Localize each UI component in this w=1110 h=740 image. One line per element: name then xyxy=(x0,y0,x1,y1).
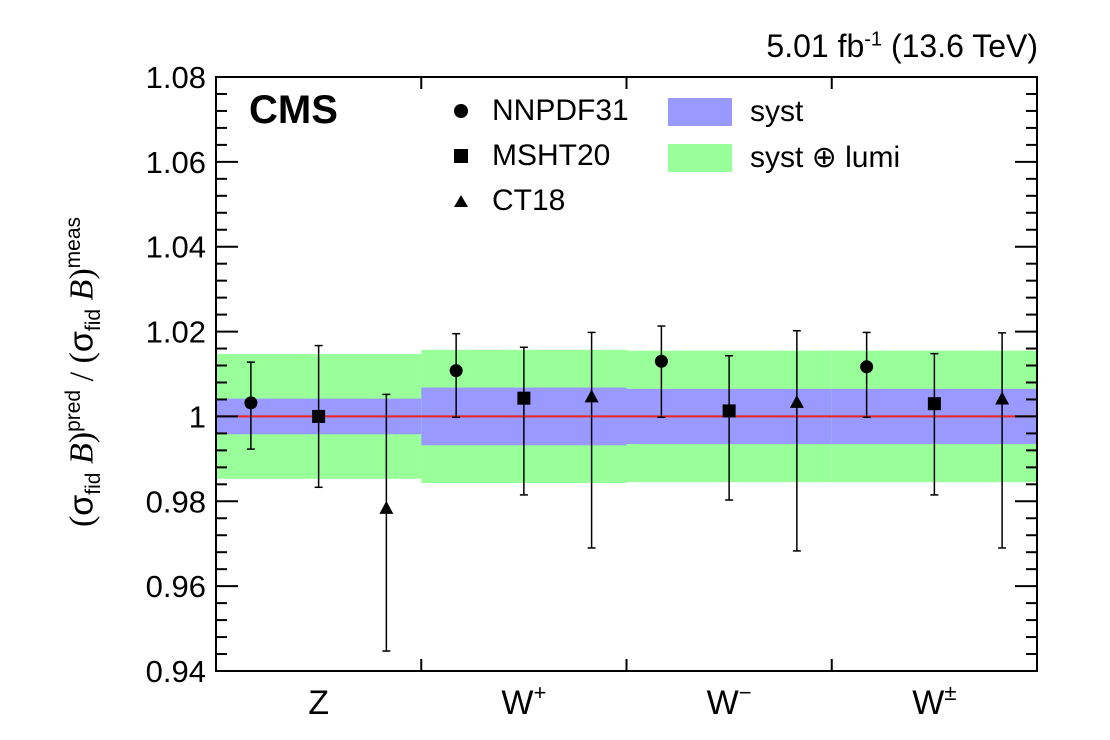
y-tick-label: 0.98 xyxy=(146,484,206,519)
y-tick-label: 1.04 xyxy=(146,230,206,265)
legend-item-nnpdf31: NNPDF31 xyxy=(450,94,629,128)
data-point-msht20 xyxy=(722,404,736,418)
y-title-fid: fid xyxy=(82,472,106,495)
lumi-value: 5.01 fb xyxy=(766,28,865,64)
legend-label: NNPDF31 xyxy=(492,94,629,127)
y-tick-label: 0.96 xyxy=(146,569,206,604)
square-marker-icon xyxy=(450,145,472,167)
data-point-ct18 xyxy=(789,394,804,408)
y-title-sigma: σ xyxy=(62,494,101,516)
data-point-nnpdf31 xyxy=(860,360,874,374)
y-title-fid-2: fid xyxy=(82,308,106,332)
x-tick-label: W− xyxy=(707,680,752,722)
data-point-ct18 xyxy=(379,500,394,514)
legend-item-syst: syst xyxy=(668,95,803,129)
x-tick-label: W± xyxy=(912,680,956,722)
x-tick-label: Z xyxy=(308,684,329,722)
legend-item-ct18: CT18 xyxy=(450,184,565,218)
data-point-msht20 xyxy=(927,397,941,411)
legend-item-syst-lumi: syst ⊕ lumi xyxy=(668,140,900,175)
energy-label: (13.6 TeV) xyxy=(890,28,1038,64)
legend-label: MSHT20 xyxy=(492,139,611,172)
y-title-sigma-2: σ xyxy=(62,331,101,353)
data-point-nnpdf31 xyxy=(449,364,463,378)
y-tick-label: 0.94 xyxy=(146,654,206,689)
triangle-marker-icon xyxy=(450,190,472,212)
data-point-nnpdf31 xyxy=(654,354,668,368)
y-title-b-2: B xyxy=(63,279,101,301)
data-point-ct18 xyxy=(995,391,1010,405)
y-title-b: B xyxy=(63,443,101,465)
data-point-msht20 xyxy=(517,391,531,405)
luminosity-label: 5.01 fb-1 (13.6 TeV) xyxy=(766,28,1038,65)
y-axis-title: (σfid B)pred / (σfid B)meas xyxy=(61,216,106,528)
data-point-ct18 xyxy=(584,389,599,403)
y-tick-label: 1.06 xyxy=(146,145,206,180)
syst-lumi-band-swatch xyxy=(668,143,732,172)
lumi-exponent: -1 xyxy=(864,28,883,51)
experiment-label: CMS xyxy=(249,88,338,132)
data-point-nnpdf31 xyxy=(244,396,258,410)
legend-label: syst ⊕ lumi xyxy=(750,141,901,174)
y-title-pred: pred xyxy=(61,389,85,432)
y-tick-label: 1.08 xyxy=(146,60,206,95)
legend-item-msht20: MSHT20 xyxy=(450,139,610,173)
y-tick-label: 1.02 xyxy=(146,315,206,350)
legend-label: syst xyxy=(750,95,804,128)
legend-label: CT18 xyxy=(492,184,566,217)
x-tick-label: W+ xyxy=(501,680,546,722)
y-tick-label: 1 xyxy=(189,399,206,434)
circle-marker-icon xyxy=(450,100,472,122)
data-point-msht20 xyxy=(312,409,326,423)
syst-band-swatch xyxy=(668,98,732,126)
y-title-meas: meas xyxy=(61,216,85,269)
